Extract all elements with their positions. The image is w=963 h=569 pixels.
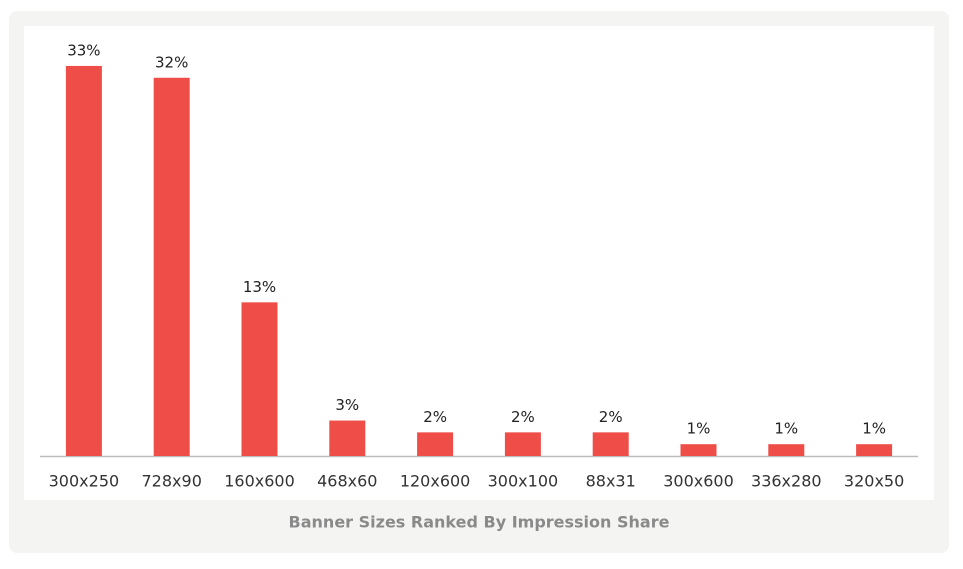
bar [153, 77, 190, 456]
value-label: 2% [423, 408, 447, 426]
x-tick-label: 468x60 [317, 472, 377, 491]
bar [504, 432, 541, 456]
x-tick-label: 320x50 [844, 472, 904, 491]
x-tick-label: 160x600 [224, 472, 295, 491]
bar [329, 420, 366, 456]
chart-title: Banner Sizes Ranked By Impression Share [289, 513, 670, 532]
value-label: 33% [67, 41, 100, 59]
x-tick-label: 300x600 [663, 472, 734, 491]
value-label: 2% [511, 408, 535, 426]
bar [592, 432, 629, 456]
value-label: 32% [155, 53, 188, 71]
value-label: 1% [687, 420, 711, 438]
bar [768, 444, 805, 456]
bar [65, 65, 102, 456]
value-label: 3% [335, 396, 359, 414]
value-label: 13% [243, 278, 276, 296]
bar [241, 302, 278, 456]
value-label: 2% [599, 408, 623, 426]
bar [417, 432, 454, 456]
value-label: 1% [862, 420, 886, 438]
value-label: 1% [774, 420, 798, 438]
bar [680, 444, 717, 456]
x-tick-label: 88x31 [586, 472, 636, 491]
x-tick-label: 120x600 [400, 472, 471, 491]
x-tick-label: 300x100 [488, 472, 559, 491]
x-tick-label: 336x280 [751, 472, 822, 491]
bar [856, 444, 893, 456]
x-tick-label: 728x90 [142, 472, 202, 491]
x-tick-label: 300x250 [49, 472, 120, 491]
